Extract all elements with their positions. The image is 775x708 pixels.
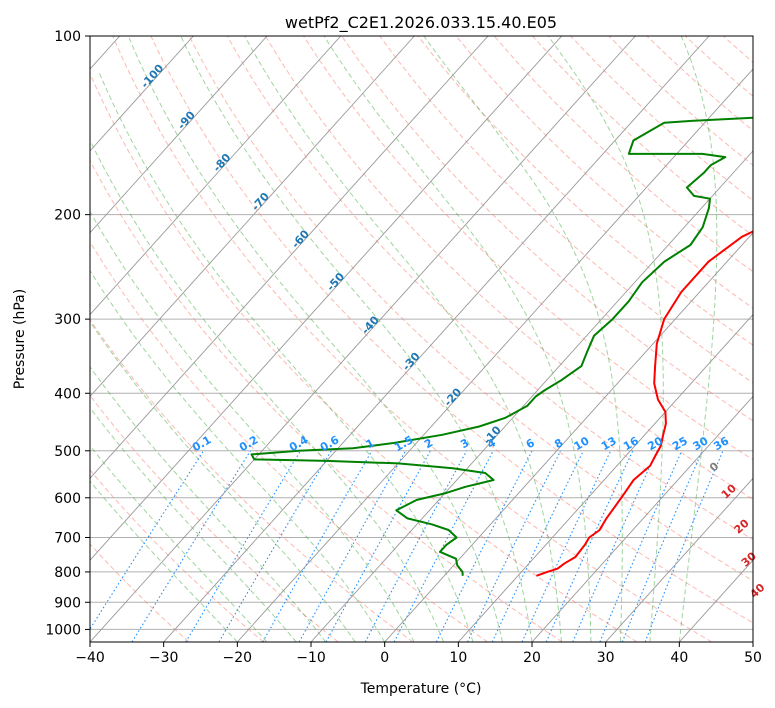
- mixing-ratio-line: [435, 450, 533, 642]
- x-tick-label: −20: [223, 650, 253, 666]
- isotherm-line: [90, 36, 489, 479]
- isotherm-line: [90, 36, 342, 316]
- x-tick-label: 10: [449, 650, 467, 666]
- dry-adiabat: [264, 36, 753, 500]
- moist-adiabat: [98, 71, 474, 642]
- moist-adiabats: [90, 36, 718, 642]
- x-tick-label: 50: [744, 650, 762, 666]
- moist-adiabat: [244, 36, 562, 642]
- isotherm-line: [531, 395, 753, 642]
- dry-adiabat: [341, 36, 753, 422]
- moist-adiabat: [90, 366, 327, 642]
- y-tick-label: 500: [54, 444, 81, 460]
- moist-adiabat: [90, 407, 297, 642]
- mixing-ratio-line: [364, 450, 468, 642]
- moist-adiabat: [323, 36, 592, 642]
- moist-adiabat: [180, 36, 533, 642]
- moist-adiabat: [90, 210, 415, 642]
- mixing-ratio-lines: [90, 450, 724, 642]
- mixing-ratio-line: [325, 450, 431, 642]
- moist-adiabat: [547, 36, 664, 642]
- dry-adiabat: [188, 36, 753, 582]
- plot-frame: [89, 35, 754, 643]
- x-tick-label: −10: [296, 650, 326, 666]
- x-tick-label: 30: [597, 650, 615, 666]
- x-tick-label: 40: [670, 650, 688, 666]
- isotherm-line: [90, 36, 563, 561]
- isotherms: [90, 36, 753, 642]
- x-tick-label: −40: [75, 650, 105, 666]
- dry-adiabat: [112, 36, 712, 642]
- moist-adiabat: [90, 320, 356, 642]
- x-tick-label: −30: [149, 650, 179, 666]
- dewpoint-line: [250, 116, 753, 576]
- x-axis-title: Temperature (°C): [360, 681, 482, 697]
- dry-adiabat: [90, 240, 488, 642]
- temperature-line: [536, 230, 753, 577]
- y-tick-label: 300: [54, 312, 81, 328]
- y-tick-label: 600: [54, 491, 81, 507]
- y-tick-label: 200: [54, 208, 81, 224]
- x-tick-label: 0: [380, 650, 389, 666]
- mixing-ratio-line: [298, 450, 407, 642]
- y-axis: 100 200 300 400 500 600 700 800 900 1000: [45, 29, 90, 638]
- chart-title: wetPf2_C2E1.2026.033.15.40.E05: [285, 13, 557, 33]
- isotherm-line: [163, 36, 710, 642]
- hpa-grid: [90, 36, 753, 630]
- isotherm-line: [90, 36, 636, 642]
- moist-adiabat: [423, 36, 623, 642]
- isotherm-line: [310, 150, 753, 642]
- isotherm-line: [605, 477, 753, 642]
- moist-adiabat: [127, 36, 503, 642]
- y-tick-label: 100: [54, 29, 81, 45]
- mixing-ratio-line: [599, 450, 683, 642]
- sounding-series: [250, 116, 753, 577]
- isotherm-line: [90, 36, 194, 152]
- dry-adiabat: [90, 469, 264, 642]
- y-tick-label: 900: [54, 595, 81, 611]
- isotherm-line: [90, 36, 268, 234]
- moist-adiabat: [90, 480, 238, 642]
- isotherm-line: [90, 36, 415, 398]
- mixing-ratio-line: [185, 450, 301, 642]
- moist-adiabat: [678, 36, 718, 642]
- x-axis: −40 −30 −20 −10 0 10 20 30 40 50: [75, 642, 762, 666]
- dry-adiabat: [455, 36, 753, 309]
- mixing-ratio-line: [90, 450, 205, 630]
- moist-adiabat: [90, 269, 386, 642]
- dry-adiabat: [90, 72, 638, 642]
- isotherm-line: [236, 68, 753, 642]
- y-tick-label: 400: [54, 386, 81, 402]
- mixing-ratio-line: [467, 450, 562, 642]
- mixing-ratio-line: [621, 450, 703, 642]
- dry-adiabat: [417, 36, 753, 346]
- isotherm-line: [457, 313, 753, 642]
- x-tick-label: 20: [523, 650, 541, 666]
- y-axis-title: Pressure (hPa): [12, 289, 28, 389]
- moist-adiabat: [90, 139, 445, 642]
- y-tick-label: 800: [54, 565, 81, 581]
- mixing-ratio-line: [572, 450, 658, 642]
- dry-adiabat: [90, 159, 563, 642]
- y-tick-label: 1000: [45, 622, 81, 638]
- moist-adiabat: [90, 444, 268, 642]
- dry-adiabat: [150, 36, 753, 624]
- y-tick-label: 700: [54, 531, 81, 547]
